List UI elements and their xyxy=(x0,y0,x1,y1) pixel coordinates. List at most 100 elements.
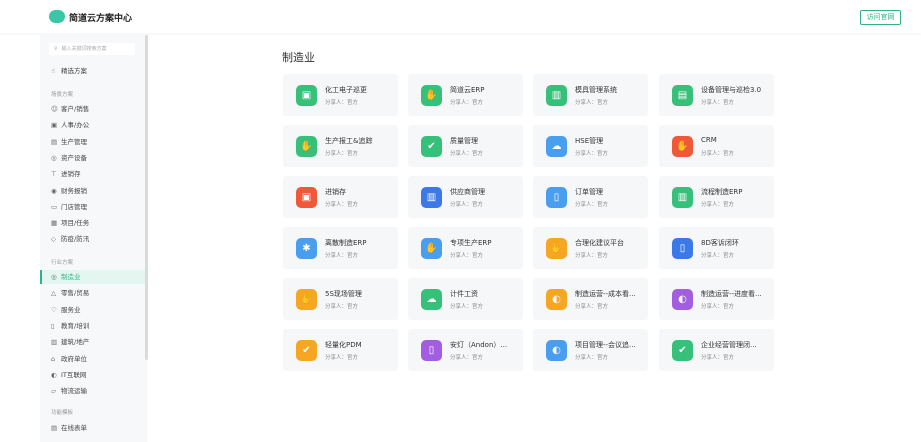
solution-icon: ▯ xyxy=(672,238,693,259)
solution-card[interactable]: ◐ 制造运营--进度看... 分享人：官方 xyxy=(659,278,774,320)
solution-card[interactable]: ▥ 流程制造ERP 分享人：官方 xyxy=(659,176,774,218)
solution-name: 项目管理--会议追... xyxy=(575,341,636,349)
solution-card[interactable]: ▯ 8D客诉闭环 分享人：官方 xyxy=(659,227,774,269)
search-input[interactable]: ⚲ 输入关键词搜索方案 xyxy=(49,43,135,55)
solution-name: 专项生产ERP xyxy=(450,239,492,247)
sidebar-item[interactable]: ◇ 防疫/防汛 xyxy=(40,232,145,246)
solution-sharer: 分享人：官方 xyxy=(701,202,735,208)
category-icon: ◎ xyxy=(51,273,57,281)
solution-card[interactable]: ◐ 项目管理--会议追... 分享人：官方 xyxy=(533,329,648,371)
solution-name: 合理化建议平台 xyxy=(575,239,624,247)
solution-card[interactable]: ✔ 企业经营管理闭... 分享人：官方 xyxy=(659,329,774,371)
sidebar-item[interactable]: ☺ 客户/销售 xyxy=(40,102,145,116)
solution-sharer: 分享人：官方 xyxy=(701,355,735,361)
solution-sharer: 分享人：官方 xyxy=(325,253,359,259)
sidebar-group-label: 行业方案 xyxy=(51,260,74,266)
solution-card[interactable]: ✋ 5S现场管理 分享人：官方 xyxy=(283,278,398,320)
solution-name: 离散制造ERP xyxy=(325,239,367,247)
solution-icon: ◐ xyxy=(546,289,567,310)
category-icon: △ xyxy=(51,289,56,298)
solution-sharer: 分享人：官方 xyxy=(575,355,609,361)
sidebar-item[interactable]: ♡ 服务业 xyxy=(40,303,145,317)
page-title: 制造业 xyxy=(282,51,315,64)
category-icon: ▦ xyxy=(51,219,58,228)
sidebar-item[interactable]: ▯ 教育/培训 xyxy=(40,319,145,333)
sidebar-item[interactable]: ▤ 生产管理 xyxy=(40,135,145,149)
sidebar-scrollbar[interactable] xyxy=(145,35,148,360)
sidebar-item[interactable]: △ 零售/贸易 xyxy=(40,286,145,300)
category-icon: ▤ xyxy=(51,137,58,146)
solution-card[interactable]: ▯ 安灯（Andon）... 分享人：官方 xyxy=(408,329,523,371)
solution-name: 计件工资 xyxy=(450,290,478,298)
solution-sharer: 分享人：官方 xyxy=(701,100,735,106)
solution-sharer: 分享人：官方 xyxy=(325,304,359,310)
category-icon: ▭ xyxy=(51,202,58,211)
sidebar-item[interactable]: ▦ 项目/任务 xyxy=(40,216,145,230)
solution-card[interactable]: ☁ 计件工资 分享人：官方 xyxy=(408,278,523,320)
solution-icon: ◐ xyxy=(546,340,567,361)
solution-icon: ✔ xyxy=(296,340,317,361)
solution-icon: ▯ xyxy=(421,340,442,361)
solution-icon: ✋ xyxy=(546,238,567,259)
visit-website-button[interactable]: 访问官网 xyxy=(860,10,901,25)
solution-card[interactable]: ▥ 模具管理系统 分享人：官方 xyxy=(533,74,648,116)
search-placeholder: 输入关键词搜索方案 xyxy=(61,46,107,52)
solution-name: 制造运营--进度看... xyxy=(701,290,762,298)
solution-card[interactable]: ✋ CRM 分享人：官方 xyxy=(659,125,774,167)
category-icon: ♡ xyxy=(51,305,57,314)
sidebar-item[interactable]: ▭ 门店管理 xyxy=(40,200,145,214)
app-title[interactable]: 简道云方案中心 xyxy=(69,14,133,24)
category-icon: ⌂ xyxy=(51,354,56,363)
solution-sharer: 分享人：官方 xyxy=(575,304,609,310)
solution-sharer: 分享人：官方 xyxy=(450,253,484,259)
solution-card[interactable]: ▤ 设备管理与巡检3.0 分享人：官方 xyxy=(659,74,774,116)
sidebar-item[interactable]: ⌂ 政府单位 xyxy=(40,352,145,366)
sidebar-item[interactable]: ◎ 资产设备 xyxy=(40,151,145,165)
sidebar-item-featured[interactable]: ☝ 精选方案 xyxy=(40,64,145,78)
solution-icon: ▥ xyxy=(672,187,693,208)
solution-sharer: 分享人：官方 xyxy=(325,151,359,157)
solution-name: 简道云ERP xyxy=(450,86,485,94)
solution-card[interactable]: ✋ 合理化建议平台 分享人：官方 xyxy=(533,227,648,269)
solution-card[interactable]: ◐ 制造运营--成本看... 分享人：官方 xyxy=(533,278,648,320)
solution-card[interactable]: ▣ 进销存 分享人：官方 xyxy=(283,176,398,218)
sidebar-item[interactable]: ▱ 物流运输 xyxy=(40,384,145,398)
sidebar-item[interactable]: ◎ 制造业 xyxy=(40,270,145,284)
solution-card[interactable]: ☁ HSE管理 分享人：官方 xyxy=(533,125,648,167)
solution-sharer: 分享人：官方 xyxy=(450,100,484,106)
solution-card[interactable]: ▯ 订单管理 分享人：官方 xyxy=(533,176,648,218)
solution-sharer: 分享人：官方 xyxy=(575,100,609,106)
solution-name: 模具管理系统 xyxy=(575,86,617,94)
sidebar-item[interactable]: ▤ 在线表单 xyxy=(40,421,145,435)
category-icon: ▥ xyxy=(51,338,58,347)
solution-sharer: 分享人：官方 xyxy=(325,202,359,208)
solution-icon: ✋ xyxy=(421,238,442,259)
solution-sharer: 分享人：官方 xyxy=(325,355,359,361)
solution-card[interactable]: ✔ 质量管理 分享人：官方 xyxy=(408,125,523,167)
solution-card[interactable]: ▣ 化工电子巡更 分享人：官方 xyxy=(283,74,398,116)
sidebar-item[interactable]: ◉ 财务报销 xyxy=(40,184,145,198)
solution-card[interactable]: ✋ 简道云ERP 分享人：官方 xyxy=(408,74,523,116)
solution-card[interactable]: ✔ 轻量化PDM 分享人：官方 xyxy=(283,329,398,371)
sidebar-item[interactable]: ◐ IT互联网 xyxy=(40,368,145,382)
sidebar-group-label: 功能模板 xyxy=(51,410,74,416)
solution-sharer: 分享人：官方 xyxy=(450,304,484,310)
category-icon: ◉ xyxy=(51,186,57,195)
solution-name: 安灯（Andon）... xyxy=(450,341,508,349)
solution-card[interactable]: ✋ 专项生产ERP 分享人：官方 xyxy=(408,227,523,269)
solution-name: 生产报工&追踪 xyxy=(325,137,373,145)
solution-icon: ✋ xyxy=(421,85,442,106)
sidebar xyxy=(40,33,147,442)
sidebar-item[interactable]: ⊤ 进销存 xyxy=(40,167,145,181)
sidebar-item[interactable]: ▣ 人事/办公 xyxy=(40,118,145,132)
solution-icon: ✔ xyxy=(672,340,693,361)
sidebar-item[interactable]: ▥ 建筑/地产 xyxy=(40,335,145,349)
solution-icon: ▤ xyxy=(672,85,693,106)
solution-card[interactable]: ✋ 生产报工&追踪 分享人：官方 xyxy=(283,125,398,167)
solution-sharer: 分享人：官方 xyxy=(701,304,735,310)
solution-name: 进销存 xyxy=(325,188,346,196)
solution-card[interactable]: ▥ 供应商管理 分享人：官方 xyxy=(408,176,523,218)
category-icon: ▤ xyxy=(51,424,58,432)
logo-icon[interactable] xyxy=(49,10,65,23)
solution-card[interactable]: ✱ 离散制造ERP 分享人：官方 xyxy=(283,227,398,269)
